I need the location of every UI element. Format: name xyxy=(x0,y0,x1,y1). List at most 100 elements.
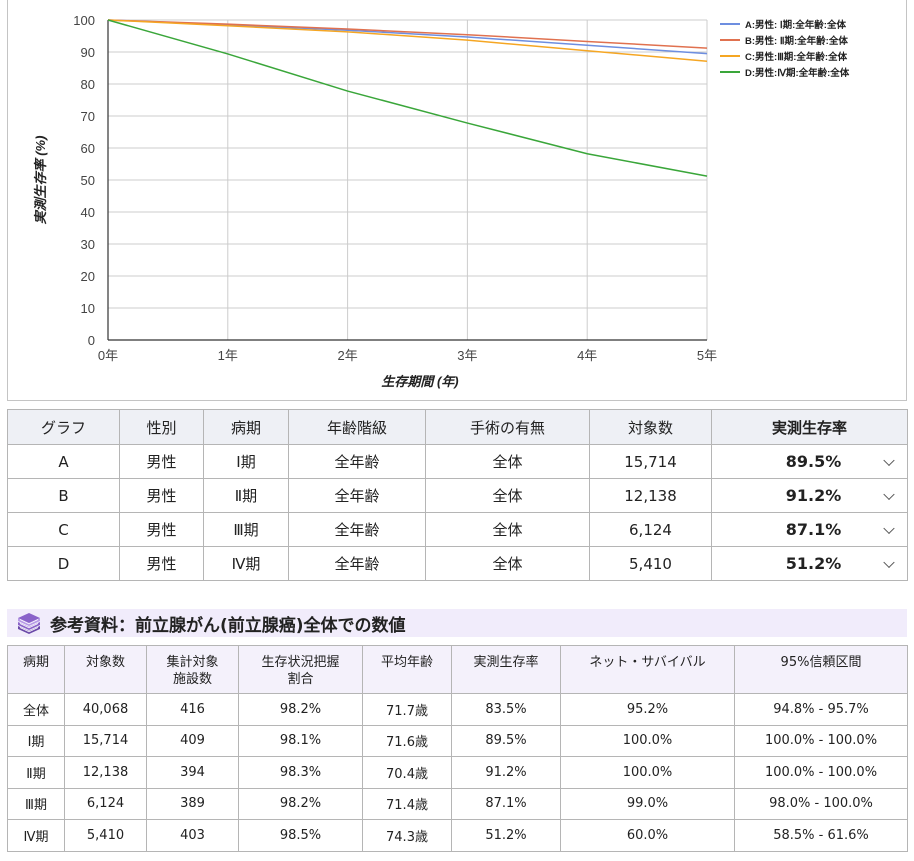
ref-cell: 100.0% - 100.0% xyxy=(734,724,908,757)
ref-cell: 89.5% xyxy=(451,724,561,757)
cell-surgery: 全体 xyxy=(425,478,590,513)
selected-groups-table: グラフ 性別 病期 年齢階級 手術の有無 対象数 実測生存率 A 男性 Ⅰ期 全年齢全… xyxy=(7,409,908,581)
ref-cell: 60.0% xyxy=(560,819,735,852)
cell-count: 12,138 xyxy=(589,478,712,513)
ref-cell: 15,714 xyxy=(64,724,147,757)
reference-table: 病期 対象数 集計対象 施設数 生存状況把握 割合 平均年齢 実測生存率 ネット・サバイバル 95… xyxy=(7,645,908,852)
ref-table-row: Ⅰ期 15,714 409 98.1% 71.6歳 89.5% 100.0% 100.0% -… xyxy=(7,724,908,757)
legend-item: A:男性: Ⅰ期:全年齢:全体 xyxy=(720,16,849,32)
legend-item: D:男性:Ⅳ期:全年齢:全体 xyxy=(720,64,849,80)
ref-header-label: 対象数 xyxy=(85,655,125,670)
ref-cell: 98.0% - 100.0% xyxy=(734,787,908,820)
cell-surgery: 全体 xyxy=(425,444,590,479)
ref-header-label: 施設数 xyxy=(172,672,212,687)
ref-table-row: Ⅲ期 6,124 389 98.2% 71.4歳 87.1% 99.0% 98.0% - 10… xyxy=(7,787,908,820)
ref-header-label: 95%信頼区間 xyxy=(780,655,862,670)
cell-age: 全年齢 xyxy=(288,512,426,547)
ref-header-cell: 病期 xyxy=(7,645,65,694)
ref-cell: 58.5% - 61.6% xyxy=(734,819,908,852)
survival-rate-value: 89.5% xyxy=(785,452,842,471)
ref-cell: 416 xyxy=(146,693,239,726)
cell-graph: A xyxy=(7,444,120,479)
ref-cell: 100.0% xyxy=(560,724,735,757)
ref-cell: 409 xyxy=(146,724,239,757)
ref-table-row: Ⅱ期 12,138 394 98.3% 70.4歳 91.2% 100.0% 100.0% -… xyxy=(7,756,908,789)
chevron-down-icon[interactable] xyxy=(883,454,895,466)
ref-cell: 71.7歳 xyxy=(362,693,452,726)
table-row: D 男性 Ⅳ期 全年齢 全体 5,410 51.2% xyxy=(7,546,908,581)
cell-survival-rate[interactable]: 91.2% xyxy=(711,478,908,513)
header-graph: グラフ xyxy=(7,409,120,445)
ref-header-label: 割合 xyxy=(287,672,314,687)
y-tick-label: 10 xyxy=(81,301,95,316)
ref-cell: 51.2% xyxy=(451,819,561,852)
cell-count: 5,410 xyxy=(589,546,712,581)
y-tick-label: 30 xyxy=(81,237,95,252)
reference-title: 参考資料：前立腺がん(前立腺癌)全体での数値 xyxy=(50,615,406,636)
cell-sex: 男性 xyxy=(119,444,204,479)
cell-sex: 男性 xyxy=(119,546,204,581)
x-tick-label: 1年 xyxy=(218,348,238,363)
chevron-down-icon[interactable] xyxy=(883,488,895,500)
ref-cell: Ⅰ期 xyxy=(7,724,65,757)
ref-cell: 5,410 xyxy=(64,819,147,852)
y-tick-label: 90 xyxy=(81,45,95,60)
series-line-c xyxy=(107,19,708,63)
ref-table-row: 全体 40,068 416 98.2% 71.7歳 83.5% 95.2% 94.8% - 9… xyxy=(7,693,908,726)
ref-cell: 98.2% xyxy=(238,787,363,820)
ref-cell: 98.5% xyxy=(238,819,363,852)
y-tick-label: 70 xyxy=(81,109,95,124)
header-survival-rate: 実測生存率 xyxy=(711,409,908,445)
ref-cell: 40,068 xyxy=(64,693,147,726)
ref-header-cell: 集計対象 施設数 xyxy=(146,645,239,694)
cell-stage: Ⅳ期 xyxy=(203,546,289,581)
legend-swatch xyxy=(720,39,740,41)
x-tick-label: 0年 xyxy=(98,348,118,363)
ref-header-label: 集計対象 xyxy=(166,655,219,670)
ref-table-row: Ⅳ期 5,410 403 98.5% 74.3歳 51.2% 60.0% 58.5% - 61… xyxy=(7,819,908,852)
chevron-down-icon[interactable] xyxy=(883,556,895,568)
x-tick-label: 3年 xyxy=(457,348,477,363)
ref-header-cell: ネット・サバイバル xyxy=(560,645,735,694)
ref-cell: 100.0% - 100.0% xyxy=(734,756,908,789)
ref-cell: 全体 xyxy=(7,693,65,726)
cell-survival-rate[interactable]: 89.5% xyxy=(711,444,908,479)
ref-header-label: 生存状況把握 xyxy=(261,655,340,670)
cell-stage: Ⅲ期 xyxy=(203,512,289,547)
ref-cell: Ⅲ期 xyxy=(7,787,65,820)
legend-label: D:男性:Ⅳ期:全年齢:全体 xyxy=(745,68,850,79)
ref-header-cell: 平均年齢 xyxy=(362,645,452,694)
y-tick-label: 60 xyxy=(81,141,95,156)
legend-label: C:男性:Ⅲ期:全年齢:全体 xyxy=(745,52,848,63)
cell-survival-rate[interactable]: 51.2% xyxy=(711,546,908,581)
ref-cell: 71.4歳 xyxy=(362,787,452,820)
y-tick-label: 50 xyxy=(81,173,95,188)
reference-header-row: 病期 対象数 集計対象 施設数 生存状況把握 割合 平均年齢 実測生存率 ネット・サバイバル 95… xyxy=(7,645,908,694)
ref-cell: 6,124 xyxy=(64,787,147,820)
cell-count: 15,714 xyxy=(589,444,712,479)
cell-survival-rate[interactable]: 87.1% xyxy=(711,512,908,547)
legend-label: A:男性: Ⅰ期:全年齢:全体 xyxy=(745,20,846,31)
cell-age: 全年齢 xyxy=(288,478,426,513)
header-age: 年齢階級 xyxy=(288,409,426,445)
ref-cell: 91.2% xyxy=(451,756,561,789)
header-surgery: 手術の有無 xyxy=(425,409,590,445)
book-stack-icon xyxy=(18,613,40,634)
chevron-down-icon[interactable] xyxy=(883,522,895,534)
legend-item: B:男性: Ⅱ期:全年齢:全体 xyxy=(720,32,849,48)
survival-rate-value: 91.2% xyxy=(785,486,842,505)
cell-graph: C xyxy=(7,512,120,547)
legend-item: C:男性:Ⅲ期:全年齢:全体 xyxy=(720,48,849,64)
legend-swatch xyxy=(720,71,740,73)
ref-cell: 98.2% xyxy=(238,693,363,726)
cell-age: 全年齢 xyxy=(288,546,426,581)
cell-graph: B xyxy=(7,478,120,513)
x-tick-label: 5年 xyxy=(697,348,717,363)
table-header-row: グラフ 性別 病期 年齢階級 手術の有無 対象数 実測生存率 xyxy=(7,409,908,445)
cell-graph: D xyxy=(7,546,120,581)
ref-cell: Ⅳ期 xyxy=(7,819,65,852)
cell-surgery: 全体 xyxy=(425,512,590,547)
header-sex: 性別 xyxy=(119,409,204,445)
ref-cell: 95.2% xyxy=(560,693,735,726)
